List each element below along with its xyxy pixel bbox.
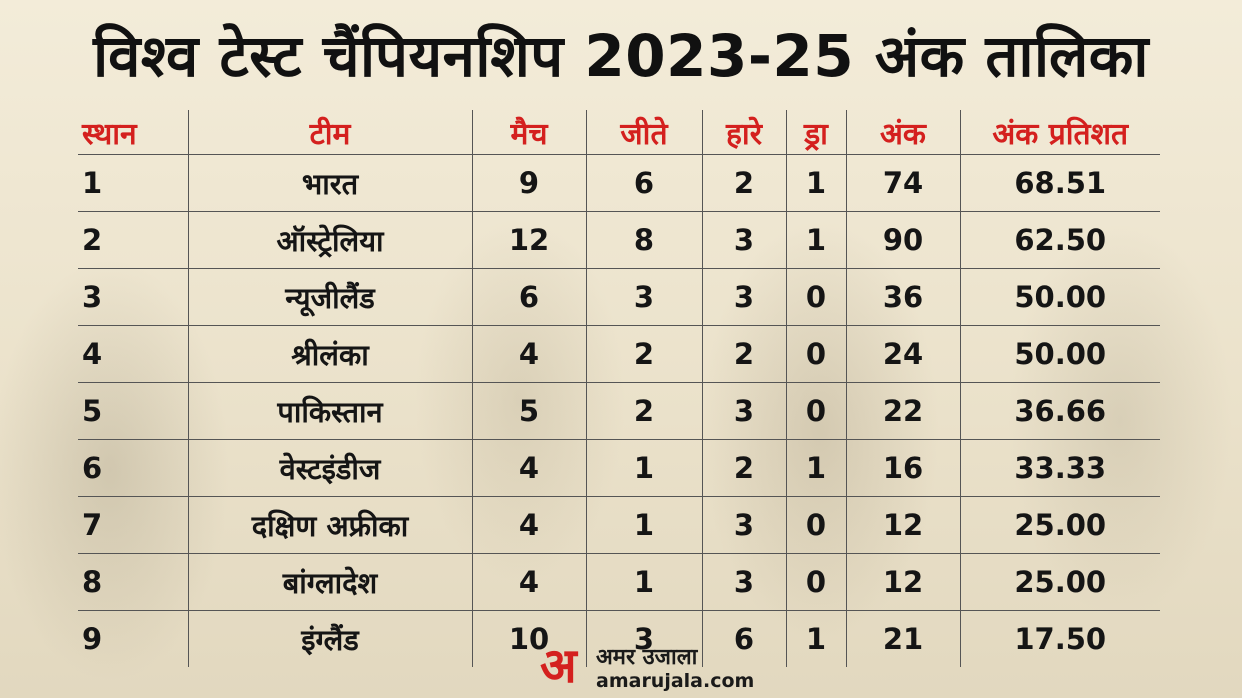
logo-mark-icon: अ	[540, 638, 577, 694]
cell-rank: 2	[78, 211, 188, 269]
table-row: 1 भारत 9 6 2 1 74 68.51	[78, 154, 1160, 212]
cell-points: 12	[845, 553, 960, 611]
cell-drawn: 0	[785, 553, 846, 611]
cell-team: पाकिस्तान	[187, 382, 472, 440]
table-row: 9 इंग्लैंड 10 3 6 1 21 17.50	[78, 610, 1160, 667]
cell-points: 12	[845, 496, 960, 554]
cell-team: वेस्टइंडीज	[187, 439, 472, 497]
cell-team: भारत	[187, 154, 472, 212]
table-row: 2 ऑस्ट्रेलिया 12 8 3 1 90 62.50	[78, 211, 1160, 269]
header-team: टीम	[187, 110, 472, 155]
cell-matches: 4	[471, 325, 586, 383]
header-won: जीते	[585, 110, 702, 155]
cell-rank: 9	[82, 622, 103, 656]
table-row: 3 न्यूजीलैंड 6 3 3 0 36 50.00	[78, 268, 1160, 326]
cell-drawn: 0	[785, 325, 846, 383]
cell-points-percentage: 25.00	[959, 553, 1160, 611]
cell-points-percentage: 50.00	[959, 268, 1160, 326]
points-table: स्थान टीम मैच जीते हारे ड्रा अंक अंक प्र…	[78, 110, 1160, 667]
cell-points: 36	[845, 268, 960, 326]
logo-url: amarujala.com	[596, 670, 755, 692]
cell-lost: 2	[701, 439, 786, 497]
cell-points-percentage: 50.00	[959, 325, 1160, 383]
cell-matches: 4	[471, 496, 586, 554]
cell-lost: 3	[701, 553, 786, 611]
cell-won: 3	[585, 610, 702, 667]
cell-points-percentage: 25.00	[959, 496, 1160, 554]
cell-rank: 8	[78, 553, 188, 611]
cell-lost: 2	[701, 325, 786, 383]
cell-points: 90	[845, 211, 960, 269]
cell-lost: 3	[701, 268, 786, 326]
logo-name: अमर उजाला	[596, 645, 698, 670]
cell-drawn: 0	[785, 382, 846, 440]
page-title: विश्व टेस्ट चैंपियनशिप 2023-25 अंक तालिक…	[93, 22, 1149, 90]
cell-points: 74	[845, 154, 960, 212]
cell-rank: 7	[78, 496, 188, 554]
cell-team: बांग्लादेश	[187, 553, 472, 611]
header-points: अंक	[845, 110, 960, 155]
cell-rank: 1	[78, 154, 188, 212]
table-row: 8 बांग्लादेश 4 1 3 0 12 25.00	[78, 553, 1160, 611]
cell-rank: 4	[78, 325, 188, 383]
cell-drawn: 1	[785, 154, 846, 212]
cell-rank: 3	[78, 268, 188, 326]
cell-points-percentage: 33.33	[959, 439, 1160, 497]
cell-lost: 3	[701, 496, 786, 554]
cell-lost: 3	[701, 211, 786, 269]
table-row: 5 पाकिस्तान 5 2 3 0 22 36.66	[78, 382, 1160, 440]
table-header-row: स्थान टीम मैच जीते हारे ड्रा अंक अंक प्र…	[78, 110, 1160, 155]
cell-won: 2	[585, 325, 702, 383]
cell-drawn: 0	[785, 268, 846, 326]
header-matches: मैच	[471, 110, 586, 155]
cell-matches: 12	[471, 211, 586, 269]
cell-team: ऑस्ट्रेलिया	[187, 211, 472, 269]
cell-points: 24	[845, 325, 960, 383]
cell-rank: 6	[78, 439, 188, 497]
cell-matches: 9	[471, 154, 586, 212]
cell-matches: 10	[471, 610, 586, 667]
table-row: 4 श्रीलंका 4 2 2 0 24 50.00	[78, 325, 1160, 383]
amar-ujala-logo: अ अमर उजाला amarujala.com	[540, 640, 780, 694]
cell-points-percentage: 17.50	[959, 610, 1160, 667]
cell-points-percentage: 62.50	[959, 211, 1160, 269]
cell-drawn: 1	[785, 439, 846, 497]
cell-team: न्यूजीलैंड	[187, 268, 472, 326]
cell-lost: 3	[701, 382, 786, 440]
cell-points: 22	[845, 382, 960, 440]
cell-won: 1	[585, 496, 702, 554]
cell-won: 2	[585, 382, 702, 440]
cell-points-percentage: 68.51	[959, 154, 1160, 212]
cell-won: 3	[585, 268, 702, 326]
header-rank: स्थान	[78, 110, 188, 155]
cell-team: श्रीलंका	[187, 325, 472, 383]
header-drawn: ड्रा	[785, 110, 846, 155]
cell-lost: 2	[701, 154, 786, 212]
table-row: 7 दक्षिण अफ्रीका 4 1 3 0 12 25.00	[78, 496, 1160, 554]
cell-matches: 5	[471, 382, 586, 440]
cell-lost: 6	[701, 610, 786, 667]
cell-won: 1	[585, 553, 702, 611]
cell-team: इंग्लैंड	[187, 610, 472, 667]
cell-team: दक्षिण अफ्रीका	[187, 496, 472, 554]
cell-points-percentage: 36.66	[959, 382, 1160, 440]
cell-won: 6	[585, 154, 702, 212]
cell-rank: 5	[78, 382, 188, 440]
cell-points: 16	[845, 439, 960, 497]
cell-drawn: 1	[785, 610, 846, 667]
cell-points: 21	[845, 610, 960, 667]
cell-drawn: 0	[785, 496, 846, 554]
cell-drawn: 1	[785, 211, 846, 269]
cell-matches: 6	[471, 268, 586, 326]
table-row: 6 वेस्टइंडीज 4 1 2 1 16 33.33	[78, 439, 1160, 497]
header-points-percentage: अंक प्रतिशत	[959, 110, 1160, 155]
cell-won: 1	[585, 439, 702, 497]
cell-matches: 4	[471, 439, 586, 497]
header-lost: हारे	[701, 110, 786, 155]
cell-won: 8	[585, 211, 702, 269]
cell-matches: 4	[471, 553, 586, 611]
